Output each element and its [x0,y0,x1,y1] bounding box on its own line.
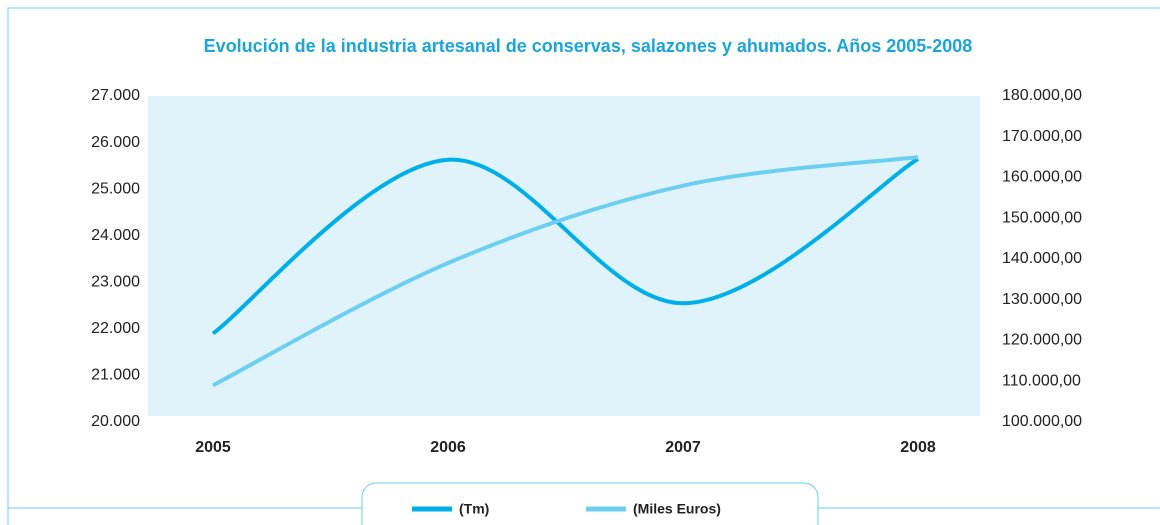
y2-tick-label: 140.000,00 [1002,250,1082,267]
y-tick-label: 21.000 [91,367,140,384]
legend-box [361,482,819,525]
line [212,155,919,388]
x-tick-label: 2006 [430,439,466,456]
y-tick-label: 22.000 [91,320,140,337]
y2-tick-label: 150.000,00 [1002,209,1082,226]
y-tick-label: 25.000 [91,180,140,197]
y2-tick-label: 110.000,00 [1002,372,1081,389]
y-tick-label: 27.000 [91,87,140,104]
legend-label: (Tm) [459,501,489,517]
y-tick-label: 24.000 [91,227,140,244]
plot-area [148,96,980,416]
chart-title: Evolución de la industria artesanal de c… [204,36,973,56]
y-tick-label: 20.000 [91,413,140,430]
line [211,157,920,336]
y2-tick-label: 120.000,00 [1002,332,1082,349]
y2-tick-label: 100.000,00 [1002,413,1082,430]
y2-tick-label: 170.000,00 [1002,128,1082,145]
y2-tick-label: 180.000,00 [1002,87,1082,104]
frame [7,7,1160,525]
legend-label: (Miles Euros) [633,501,721,517]
y-tick-label: 26.000 [91,134,140,151]
y2-tick-label: 130.000,00 [1002,291,1082,308]
y2-tick-label: 160.000,00 [1002,169,1082,186]
x-tick-label: 2005 [195,439,231,456]
y-tick-label: 23.000 [91,274,140,291]
x-tick-label: 2007 [665,439,701,456]
x-tick-label: 2008 [900,439,936,456]
